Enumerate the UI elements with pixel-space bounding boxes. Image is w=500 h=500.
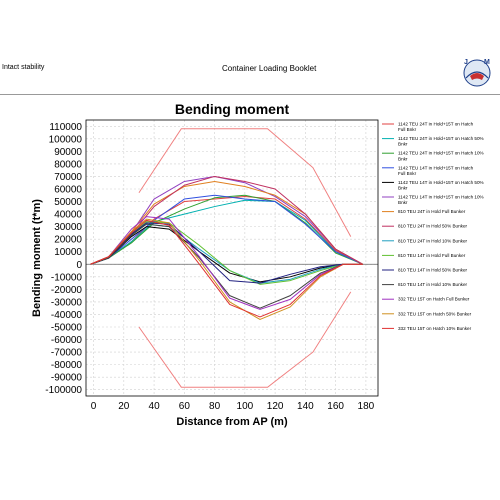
legend-label: 810 TEU 14T in Hold 10% Bunker: [398, 282, 468, 287]
series-line: [90, 216, 363, 310]
legend-label: 810 TEU 24T in Hold 50% Bunker: [398, 224, 468, 229]
series-line: [90, 194, 364, 265]
legend-label: 810 TEU 24T in Hold 10% Bunker: [398, 238, 468, 243]
y-tick-label: -10000: [51, 272, 83, 283]
x-axis-label: Distance from AP (m): [176, 416, 288, 428]
legend-label: 810 TEU 14T in Hold 50% Bunker: [398, 268, 468, 273]
y-tick-label: 30000: [54, 222, 82, 233]
legend-label: 810 TEU 24T in Hold Full Bunker: [398, 209, 466, 214]
tick-layer: 1100001000009000080000700006000050000400…: [45, 122, 374, 412]
limit-line: [138, 291, 352, 388]
y-tick-label: -20000: [51, 285, 83, 296]
chart-title: Bending moment: [175, 101, 290, 117]
y-tick-label: 0: [76, 260, 82, 271]
series-line: [90, 218, 363, 320]
legend-label: 332 TEU 15T on Hatch Full Bunker: [398, 297, 470, 302]
y-tick-label: 60000: [54, 185, 82, 196]
x-tick-label: 60: [179, 401, 191, 412]
y-tick-label: 110000: [49, 122, 82, 133]
x-tick-label: 120: [267, 401, 284, 412]
legend-label: 1142 TEU 24T in Hold+15T on Hatch 10% Bnk…: [398, 151, 484, 162]
logo-letter-j: J: [464, 59, 468, 66]
logo-letter-m: M: [484, 59, 490, 66]
x-tick-label: 0: [91, 401, 97, 412]
series-line: [90, 226, 363, 283]
y-tick-label: 20000: [54, 235, 82, 246]
x-tick-label: 20: [118, 401, 130, 412]
legend-label: 1142 TEU 24T in Hold+15T on Hatch 50% Bnk…: [398, 136, 484, 147]
y-tick-label: 80000: [54, 159, 82, 170]
series-line: [90, 199, 364, 265]
y-axis-label: Bending moment (t*m): [31, 199, 43, 317]
series-line: [90, 175, 364, 265]
plot-frame: [85, 119, 379, 397]
y-tick-label: -50000: [51, 323, 83, 334]
y-tick-label: -30000: [51, 297, 83, 308]
legend-label: 332 TEU 15T on Hatch 10% Bunker: [398, 326, 472, 331]
series-line: [90, 196, 364, 265]
series-layer: [90, 175, 364, 320]
series-line: [90, 175, 364, 265]
y-tick-label: -40000: [51, 310, 83, 321]
y-tick-label: 100000: [49, 134, 83, 145]
limit-line: [138, 128, 352, 237]
legend-label: 1142 TEU 14T in Hold+15T on Hatch 10% Bnk…: [398, 195, 484, 206]
y-tick-label: -70000: [51, 348, 83, 359]
y-tick-label: 50000: [54, 197, 82, 208]
header-section-label: Intact stability: [2, 64, 45, 71]
legend-label: 1142 TEU 14T in Hold+15T on Hatch Full Bn…: [398, 165, 474, 176]
limit-layer: [138, 128, 352, 388]
x-tick-label: 160: [327, 401, 344, 412]
x-tick-label: 100: [237, 401, 254, 412]
company-logo: J M: [463, 59, 491, 87]
header-document-title: Container Loading Booklet: [222, 64, 317, 73]
y-tick-label: 90000: [54, 147, 82, 158]
y-tick-label: -60000: [51, 335, 83, 346]
y-tick-label: 70000: [54, 172, 82, 183]
x-tick-label: 180: [358, 401, 375, 412]
series-line: [90, 219, 363, 318]
x-tick-label: 140: [297, 401, 314, 412]
y-tick-label: 10000: [54, 247, 82, 258]
y-tick-label: -80000: [51, 360, 83, 371]
x-tick-label: 80: [209, 401, 221, 412]
grid-layer: [86, 120, 378, 396]
y-tick-label: -90000: [51, 373, 83, 384]
series-line: [90, 222, 363, 284]
legend-label: 1142 TEU 14T in Hold+15T on Hatch 50% Bnk…: [398, 180, 484, 191]
header-divider: [0, 94, 500, 95]
legend-label: 1142 TEU 24T in Hold+15T on Hatch Full Bn…: [398, 122, 474, 133]
legend-label: 332 TEU 15T on Hatch 50% Bunker: [398, 311, 472, 316]
legend: 1142 TEU 24T in Hold+15T on Hatch Full Bn…: [382, 122, 484, 331]
y-tick-label: -100000: [45, 385, 82, 396]
x-tick-label: 40: [149, 401, 161, 412]
legend-label: 810 TEU 14T in Hold Full Bunker: [398, 253, 466, 258]
y-tick-label: 40000: [54, 210, 82, 221]
